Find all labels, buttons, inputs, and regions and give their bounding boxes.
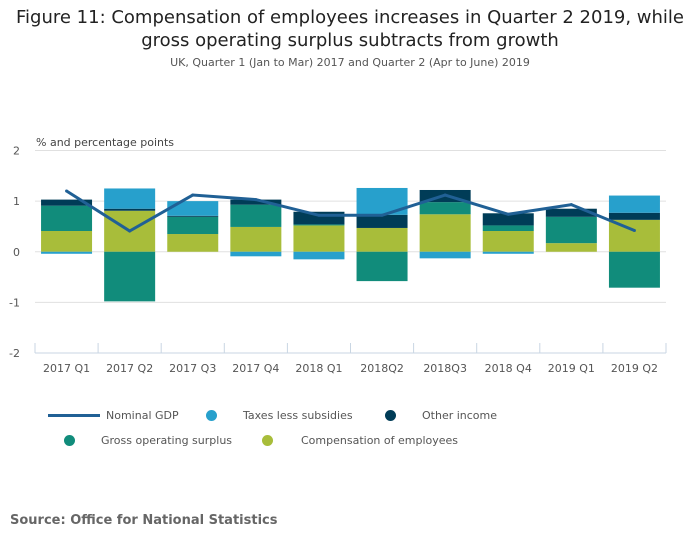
bar-segment-other-income[interactable]	[230, 199, 282, 205]
nominal-gdp-point[interactable]	[128, 229, 132, 233]
x-tick-label: 2017 Q2	[106, 362, 153, 375]
bar-segment-other-income[interactable]	[41, 199, 93, 206]
bar-segment-gross-operating-surplus[interactable]	[482, 225, 534, 231]
nominal-gdp-line[interactable]	[65, 189, 636, 233]
nominal-gdp-point[interactable]	[191, 193, 195, 197]
nominal-gdp-point[interactable]	[632, 228, 636, 232]
nominal-gdp-point[interactable]	[65, 189, 69, 193]
bar-segment-compensation-of-employees[interactable]	[41, 230, 93, 252]
legend-item-compensation-of-employees[interactable]: Compensation of employees	[262, 434, 458, 447]
gdp-line-layer	[65, 189, 636, 233]
bar-segment-gross-operating-surplus[interactable]	[293, 224, 345, 226]
y-axis-label: % and percentage points	[36, 136, 175, 149]
bar-segment-compensation-of-employees[interactable]	[293, 225, 345, 252]
chart-subtitle: UK, Quarter 1 (Jan to Mar) 2017 and Quar…	[170, 56, 530, 69]
x-tick-label: 2017 Q3	[169, 362, 216, 375]
bar-segment-taxes-less-subsidies[interactable]	[608, 195, 660, 213]
legend-item-other-income[interactable]: Other income	[385, 409, 497, 422]
bar-segment-taxes-less-subsidies[interactable]	[482, 251, 534, 254]
bar-segment-compensation-of-employees[interactable]	[608, 219, 660, 252]
bar-segment-taxes-less-subsidies[interactable]	[104, 188, 156, 209]
y-tick-label: -2	[9, 347, 20, 360]
bar-segment-other-income[interactable]	[356, 214, 408, 228]
nominal-gdp-point[interactable]	[443, 193, 447, 197]
legend-item-gross-operating-surplus[interactable]: Gross operating surplus	[64, 434, 232, 447]
bar-segment-taxes-less-subsidies[interactable]	[167, 201, 219, 216]
chart-title: Figure 11: Compensation of employees inc…	[15, 7, 684, 51]
x-axis: 2017 Q1 2017 Q2 2017 Q3 2017 Q4 2018 Q1 2018Q…	[34, 343, 667, 375]
nominal-gdp-point[interactable]	[569, 203, 573, 207]
line-swatch-icon	[48, 414, 100, 417]
x-tick-label: 2019 Q2	[611, 362, 658, 375]
bar-segment-gross-operating-surplus[interactable]	[356, 251, 408, 282]
bar-segment-gross-operating-surplus[interactable]	[230, 204, 282, 227]
bar-segment-gross-operating-surplus[interactable]	[545, 216, 597, 244]
bar-segment-taxes-less-subsidies[interactable]	[293, 251, 345, 260]
bar-segment-other-income[interactable]	[293, 211, 345, 225]
bar-segment-compensation-of-employees[interactable]	[419, 214, 471, 252]
bar-segment-compensation-of-employees[interactable]	[230, 226, 282, 252]
legend-item-nominal-gdp[interactable]: Nominal GDP	[48, 409, 179, 422]
legend-item-taxes-less-subsidies[interactable]: Taxes less subsidies	[206, 409, 353, 422]
bar-segment-gross-operating-surplus[interactable]	[104, 251, 156, 302]
y-tick-label: -1	[9, 296, 20, 309]
bar-segment-gross-operating-surplus[interactable]	[41, 205, 93, 231]
legend-label: Taxes less subsidies	[243, 409, 353, 422]
bar-segment-taxes-less-subsidies[interactable]	[230, 251, 282, 257]
bar-segment-other-income[interactable]	[167, 215, 219, 217]
bar-segment-other-income[interactable]	[104, 208, 156, 211]
bar-segment-compensation-of-employees[interactable]	[167, 234, 219, 252]
bar-segment-gross-operating-surplus[interactable]	[608, 251, 660, 288]
bar-segment-other-income[interactable]	[545, 208, 597, 217]
x-tick-label: 2018 Q1	[295, 362, 342, 375]
bar-segment-gross-operating-surplus[interactable]	[419, 202, 471, 215]
bar-segment-other-income[interactable]	[482, 213, 534, 226]
x-tick-label: 2018Q2	[360, 362, 404, 375]
dot-swatch-icon	[385, 410, 396, 421]
x-tick-label: 2018Q3	[423, 362, 467, 375]
dot-swatch-icon	[206, 410, 217, 421]
y-tick-label: 0	[13, 246, 20, 259]
bar-segment-compensation-of-employees[interactable]	[545, 243, 597, 252]
x-tick-label: 2019 Q1	[548, 362, 595, 375]
bar-segment-compensation-of-employees[interactable]	[482, 230, 534, 252]
source-note: Source: Office for National Statistics	[10, 513, 278, 528]
bar-segment-gross-operating-surplus[interactable]	[167, 216, 219, 235]
nominal-gdp-point[interactable]	[380, 213, 384, 217]
legend-label: Other income	[422, 409, 498, 422]
y-tick-label: 2	[13, 145, 20, 158]
bar-segment-taxes-less-subsidies[interactable]	[41, 251, 93, 254]
bar-segment-compensation-of-employees[interactable]	[356, 227, 408, 252]
x-tick-label: 2018 Q4	[485, 362, 532, 375]
nominal-gdp-point[interactable]	[317, 213, 321, 217]
x-tick-label: 2017 Q4	[232, 362, 279, 375]
dot-swatch-icon	[262, 435, 273, 446]
dot-swatch-icon	[64, 435, 75, 446]
y-tick-labels: 2 1 0 -1 -2	[9, 145, 20, 361]
legend-label: Gross operating surplus	[101, 434, 233, 447]
bar-segment-other-income[interactable]	[608, 212, 660, 220]
x-tick-label: 2017 Q1	[43, 362, 90, 375]
legend-label: Compensation of employees	[301, 434, 459, 447]
y-tick-label: 1	[13, 195, 20, 208]
nominal-gdp-point[interactable]	[254, 198, 258, 202]
nominal-gdp-point[interactable]	[506, 212, 510, 216]
legend-label: Nominal GDP	[106, 409, 179, 422]
bar-segment-taxes-less-subsidies[interactable]	[419, 251, 471, 259]
